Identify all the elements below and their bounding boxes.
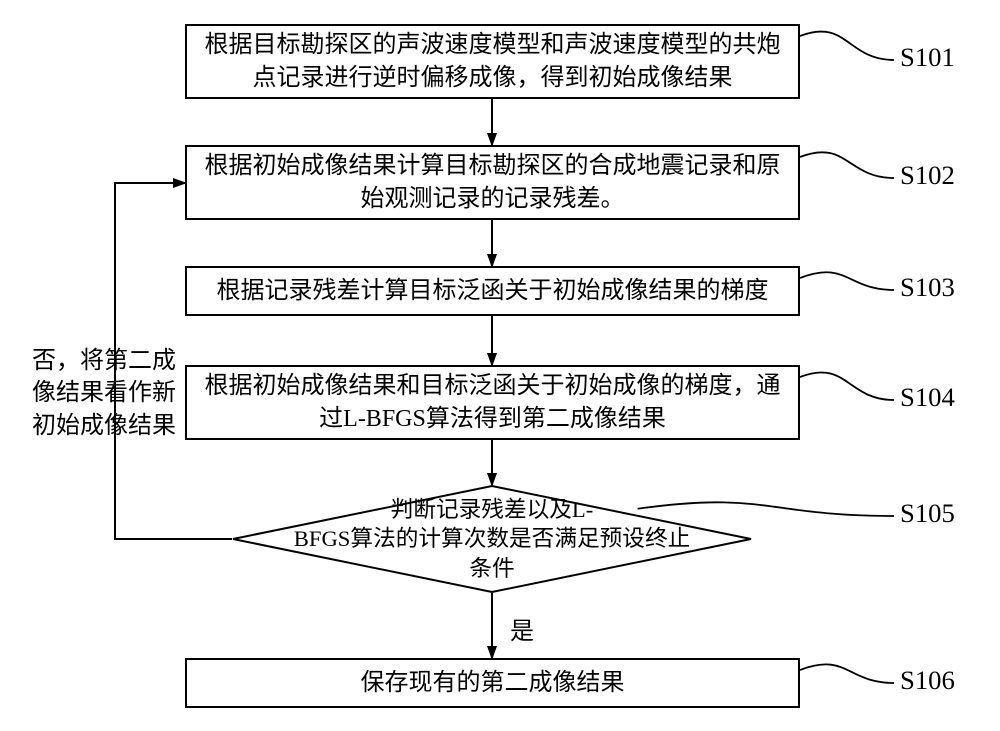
- leader-s106: [800, 664, 894, 683]
- process-text: 根据初始成像结果和目标泛函关于初始成像的梯度，通 过L-BFGS算法得到第二成像…: [205, 370, 781, 435]
- step-label-s103: S103: [900, 272, 955, 303]
- step-label-s106: S106: [900, 665, 955, 696]
- process-s101: 根据目标勘探区的声波速度模型和声波速度模型的共炮 点记录进行逆时偏移成像，得到初…: [185, 24, 800, 99]
- step-label-s101: S101: [900, 42, 955, 73]
- process-text: 根据记录残差计算目标泛函关于初始成像结果的梯度: [217, 275, 769, 307]
- edge-label-s105-s102: 否，将第二成 像结果看作新 初始成像结果: [32, 345, 176, 442]
- decision-text: 判断记录残差以及L- BFGS算法的计算次数是否满足预设终止条件: [232, 485, 752, 593]
- step-label-s104: S104: [900, 382, 955, 413]
- process-text: 根据目标勘探区的声波速度模型和声波速度模型的共炮 点记录进行逆时偏移成像，得到初…: [205, 29, 781, 94]
- leader-s103: [800, 272, 894, 290]
- step-label-s105: S105: [900, 498, 955, 529]
- leader-s104: [800, 372, 894, 400]
- process-text: 保存现有的第二成像结果: [361, 667, 625, 699]
- process-s104: 根据初始成像结果和目标泛函关于初始成像的梯度，通 过L-BFGS算法得到第二成像…: [185, 365, 800, 440]
- process-s106: 保存现有的第二成像结果: [185, 658, 800, 708]
- edge-label-s105-s106: 是: [510, 616, 534, 648]
- decision-s105: 判断记录残差以及L- BFGS算法的计算次数是否满足预设终止条件: [232, 485, 752, 593]
- process-s102: 根据初始成像结果计算目标勘探区的合成地震记录和原 始观测记录的记录残差。: [185, 145, 800, 220]
- process-text: 根据初始成像结果计算目标勘探区的合成地震记录和原 始观测记录的记录残差。: [205, 150, 781, 215]
- step-label-s102: S102: [900, 160, 955, 191]
- process-s103: 根据记录残差计算目标泛函关于初始成像结果的梯度: [185, 266, 800, 316]
- leader-s102: [800, 152, 894, 178]
- leader-s101: [800, 32, 894, 60]
